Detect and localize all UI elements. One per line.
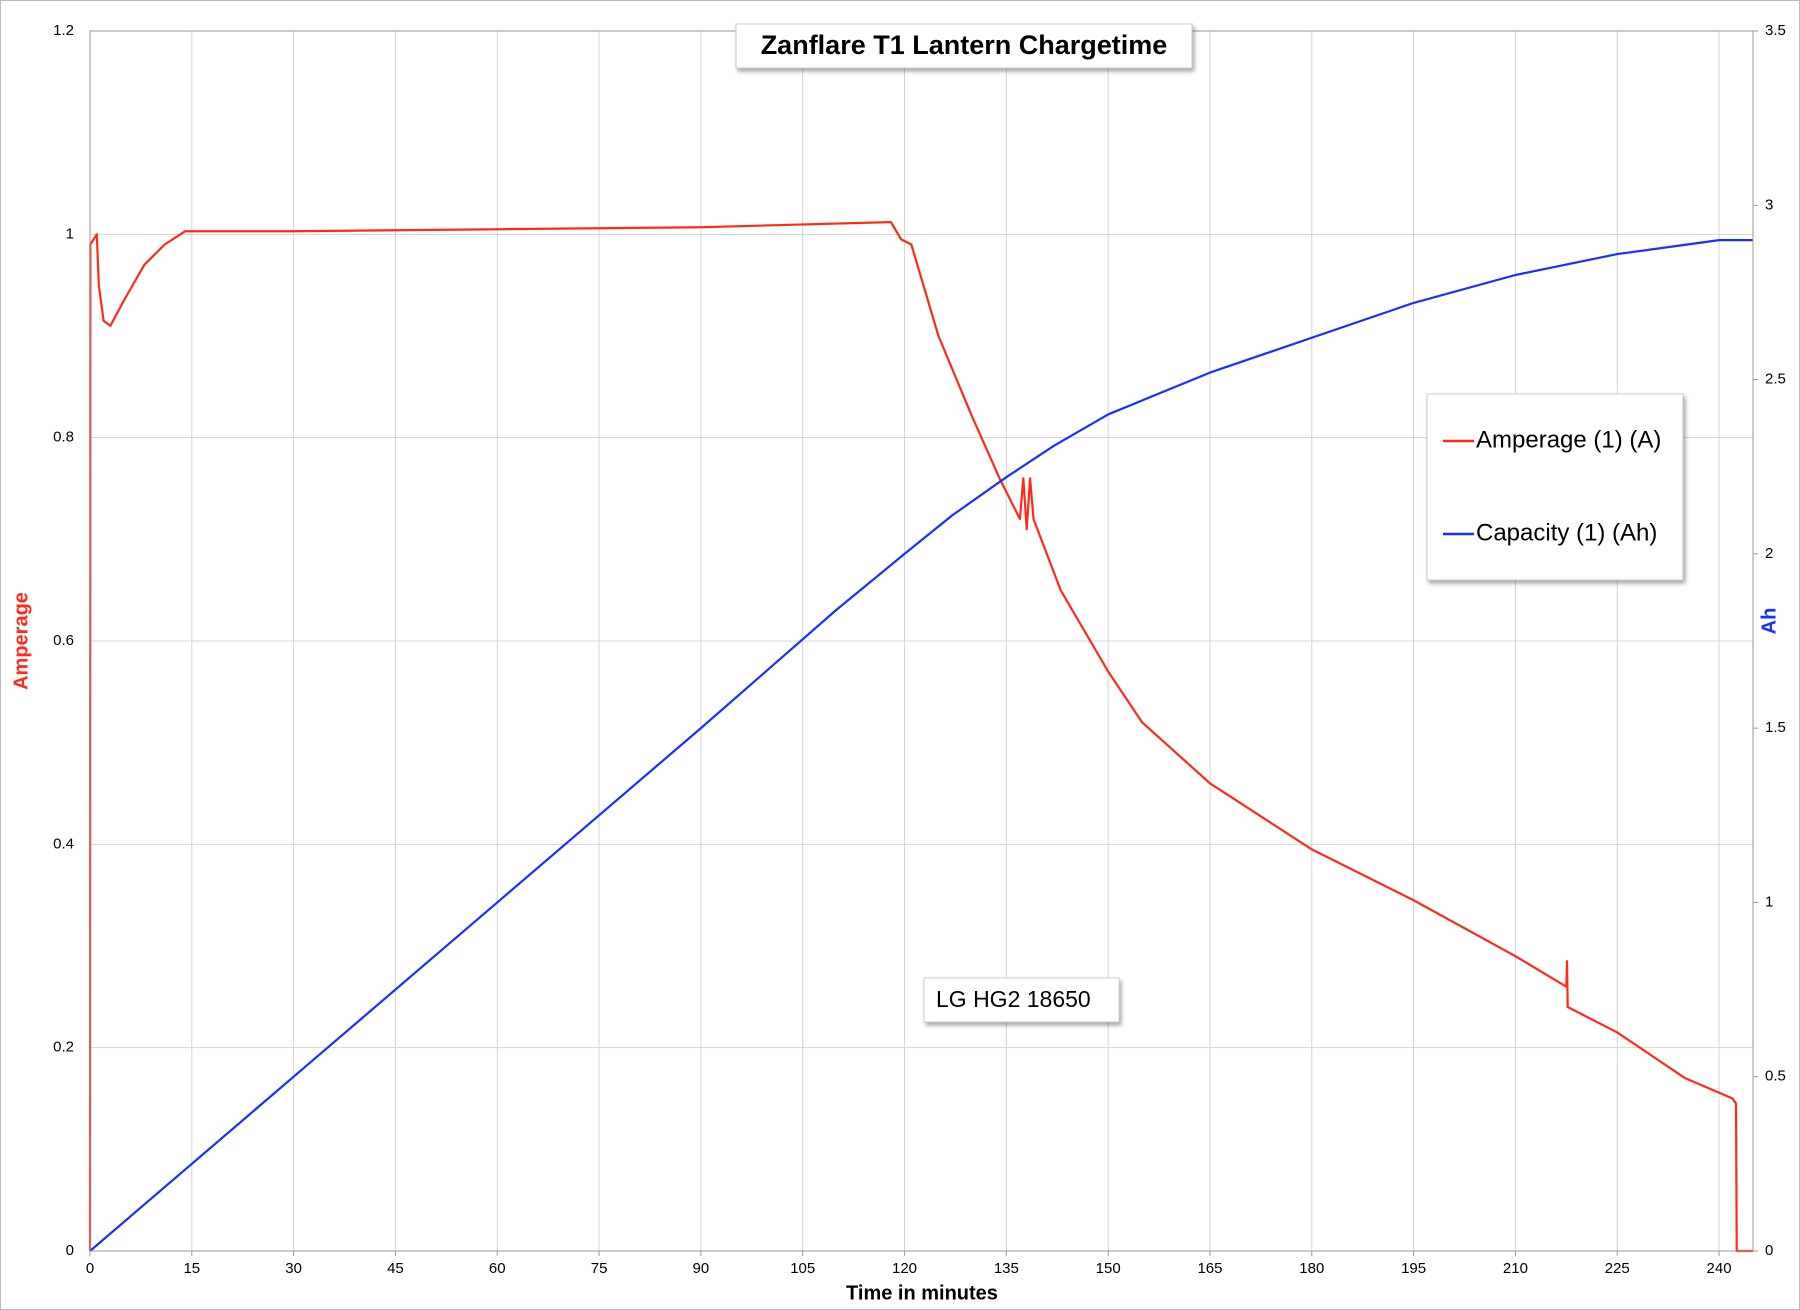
x-tick-label: 210 <box>1503 1260 1528 1277</box>
legend-label: Capacity (1) (Ah) <box>1476 519 1657 546</box>
y-tick-label: 0.4 <box>53 835 74 852</box>
y-tick-label: 0 <box>66 1242 74 1259</box>
annotation-box <box>923 977 1120 1023</box>
y-tick-label: 0.8 <box>53 429 74 446</box>
x-tick-label: 180 <box>1299 1260 1324 1277</box>
x-tick-label: 30 <box>285 1260 302 1277</box>
x-tick-label: 240 <box>1707 1260 1732 1277</box>
y2-tick-label: 3.5 <box>1765 22 1786 39</box>
annotation: LG HG2 18650 <box>936 986 1091 1012</box>
y-tick-label: 1.2 <box>53 22 74 39</box>
x-tick-label: 75 <box>591 1260 608 1277</box>
legend-label: Amperage (1) (A) <box>1476 426 1661 453</box>
y-tick-label: 0.6 <box>53 632 74 649</box>
legend-box <box>1426 393 1684 581</box>
series-line <box>89 239 1753 1252</box>
x-tick-label: 135 <box>994 1260 1019 1277</box>
chart-title: Zanflare T1 Lantern Chargetime <box>761 30 1168 60</box>
y2-tick-label: 1.5 <box>1765 719 1786 736</box>
y2-tick-label: 3 <box>1765 196 1773 213</box>
y2-tick-label: 1 <box>1765 893 1773 910</box>
y-axis-label: Amperage <box>10 592 32 690</box>
y-tick-label: 1 <box>66 225 74 242</box>
x-tick-label: 0 <box>86 1260 94 1277</box>
x-tick-label: 120 <box>892 1260 917 1277</box>
y2-tick-label: 2.5 <box>1765 371 1786 388</box>
x-tick-label: 90 <box>693 1260 710 1277</box>
x-tick-label: 165 <box>1197 1260 1222 1277</box>
x-tick-label: 225 <box>1605 1260 1630 1277</box>
y2-tick-label: 2 <box>1765 545 1773 562</box>
legend: Amperage (1) (A) Capacity (1) (Ah) <box>1426 393 1684 581</box>
x-tick-label: 45 <box>387 1260 404 1277</box>
x-tick-label: 150 <box>1096 1260 1121 1277</box>
y-tick-label: 0.2 <box>53 1039 74 1056</box>
y2-tick-label: 0 <box>1765 1242 1773 1259</box>
x-tick-label: 195 <box>1401 1260 1426 1277</box>
y2-tick-label: 0.5 <box>1765 1068 1786 1085</box>
x-tick-label: 15 <box>183 1260 200 1277</box>
x-tick-label: 105 <box>790 1260 815 1277</box>
x-axis-label: Time in minutes <box>846 1282 998 1304</box>
series-line <box>88 221 1753 1253</box>
x-tick-label: 60 <box>489 1260 506 1277</box>
title-box <box>735 23 1193 69</box>
y2-axis-label: Ah <box>1758 608 1780 635</box>
